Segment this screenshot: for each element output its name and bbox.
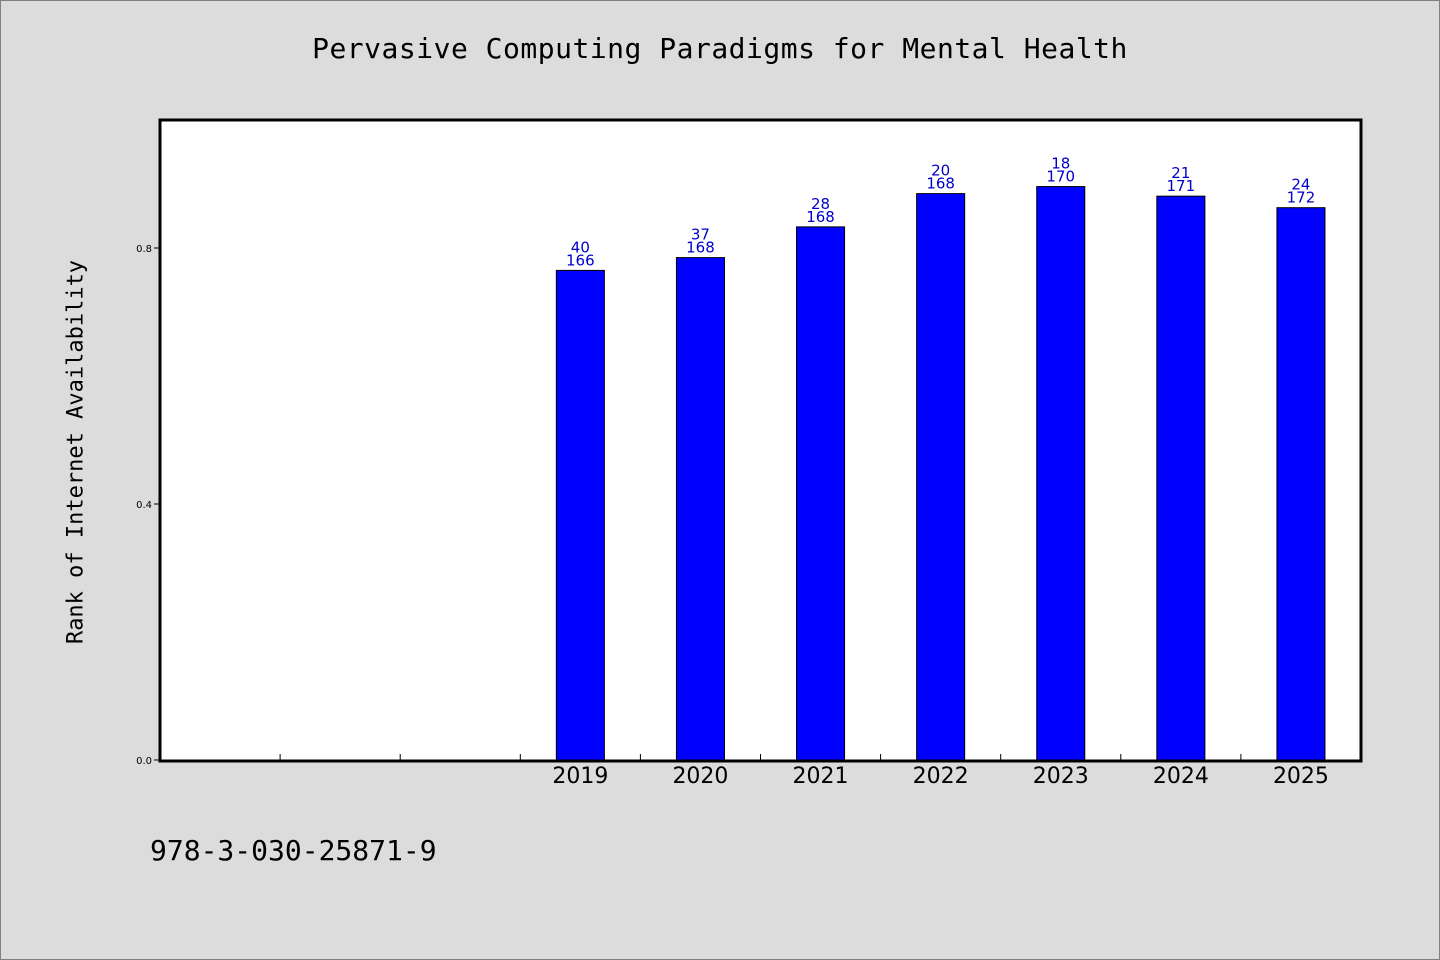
x-tick-label: 2020: [672, 764, 728, 789]
x-tick-label: 2025: [1273, 764, 1329, 789]
x-tick-label: 2019: [552, 764, 608, 789]
data-label-bottom: 168: [686, 239, 715, 257]
data-label-bottom: 166: [566, 251, 595, 269]
x-tick-label: 2024: [1153, 764, 1209, 789]
y-tick-label: 0.4: [136, 500, 152, 511]
data-label-top: 20: [931, 162, 950, 180]
data-label-bottom: 168: [926, 175, 955, 193]
isbn-footer: 978-3-030-25871-9: [150, 834, 437, 867]
bar: [675, 257, 725, 761]
data-label-top: 28: [811, 195, 830, 213]
x-tick-label: 2022: [913, 764, 969, 789]
y-axis: 0.0 0.4 0.8: [136, 244, 160, 767]
data-label-top: 18: [1051, 155, 1070, 173]
bar-series: [555, 186, 1326, 761]
x-axis: 2019 2020 2021 2022 2023 2024 2025: [279, 754, 1329, 789]
x-tick-label: 2023: [1033, 764, 1089, 789]
bar: [796, 226, 846, 761]
bar: [1276, 207, 1326, 761]
data-label-bottom: 170: [1046, 168, 1075, 186]
data-label-top: 24: [1291, 176, 1310, 194]
x-tick-label: 2021: [793, 764, 849, 789]
data-label-top: 37: [691, 226, 710, 244]
data-label-bottom: 172: [1287, 189, 1316, 207]
data-label-bottom: 168: [806, 208, 835, 226]
bar: [916, 193, 966, 761]
bar: [1156, 195, 1206, 761]
data-label-bottom: 171: [1167, 177, 1196, 195]
chart-title: Pervasive Computing Paradigms for Mental…: [312, 32, 1128, 65]
bar: [1036, 186, 1086, 761]
y-tick-label: 0.8: [136, 244, 152, 255]
data-label-top: 40: [571, 238, 590, 256]
data-label-top: 21: [1171, 164, 1190, 182]
y-tick-label: 0.0: [136, 756, 152, 767]
bar: [555, 269, 605, 761]
